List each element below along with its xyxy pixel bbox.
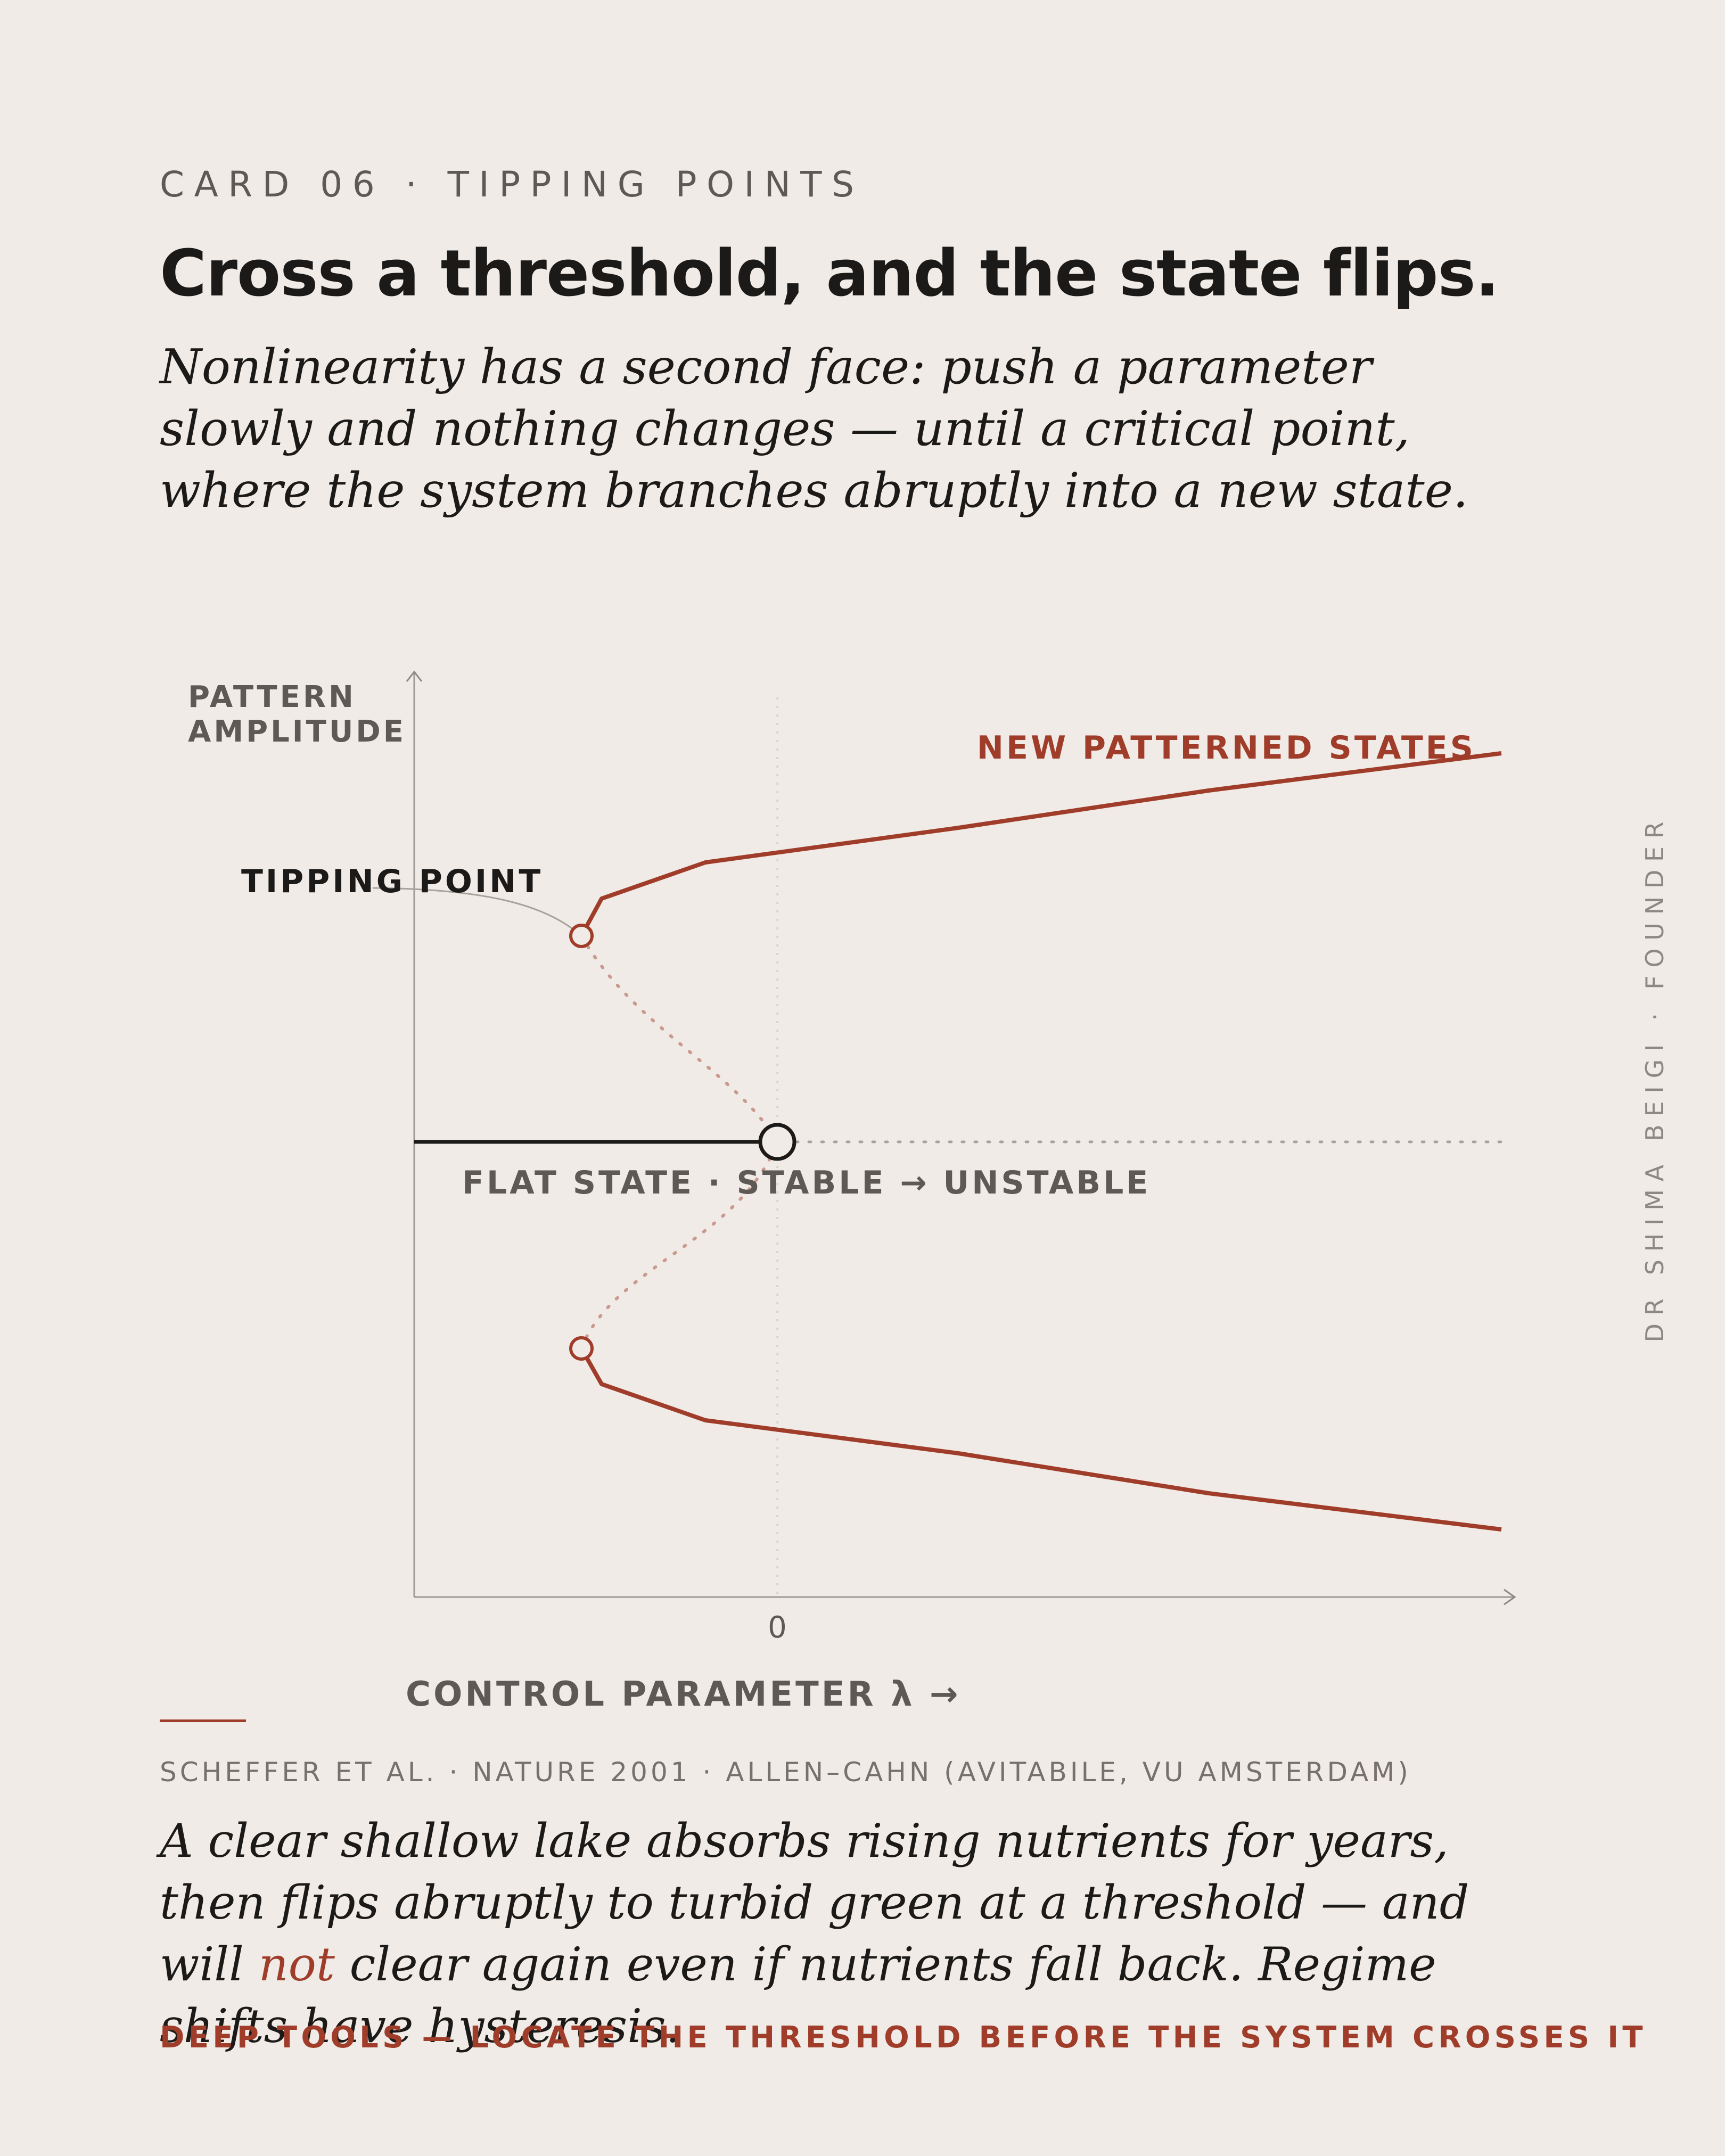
new-states-label: NEW PATTERNED STATES: [977, 729, 1476, 767]
patterned-branch-lower: [579, 1347, 1502, 1532]
caption: A clear shallow lake absorbs rising nutr…: [160, 1810, 1560, 2057]
author-credit: DR SHIMA BEIGI · FOUNDER: [1640, 813, 1669, 1343]
tipping-point-label: TIPPING POINT: [241, 863, 543, 900]
caption-text-2: clear again even if nutrients fall back.…: [160, 1937, 1436, 2053]
source-citation: SCHEFFER ET AL. · NATURE 2001 · ALLEN–CA…: [160, 1757, 1411, 1788]
tipping-point-leader: [372, 887, 582, 937]
caption-text-1: A clear shallow lake absorbs rising nutr…: [160, 1814, 1469, 1992]
flat-state-label: FLAT STATE · STABLE → UNSTABLE: [462, 1164, 1151, 1202]
patterned-branch-upper: [579, 751, 1502, 937]
accent-divider: [160, 1719, 246, 1722]
caption-highlight: not: [258, 1937, 335, 1992]
card-eyebrow: CARD 06 · TIPPING POINTS: [160, 164, 864, 205]
footer-tagline: DEEP TOOLS — LOCATE THE THRESHOLD BEFORE…: [160, 2020, 1647, 2055]
card-title: Cross a threshold, and the state flips.: [160, 237, 1499, 311]
x-axis-label: CONTROL PARAMETER λ →: [406, 1675, 960, 1714]
bifurcation-diagram: PATTERN AMPLITUDE NEW PATTERNED STATES T…: [188, 670, 1516, 1714]
y-axis-label-line1: PATTERN: [188, 680, 356, 714]
y-axis-label-line2: AMPLITUDE: [188, 714, 406, 749]
unstable-branch-upper: [580, 934, 779, 1143]
fold-point-upper-marker: [569, 924, 594, 948]
y-axis-arrowhead: [406, 670, 423, 682]
card-subtitle: Nonlinearity has a second face: push a p…: [160, 339, 1468, 519]
bifurcation-point-marker: [758, 1123, 796, 1161]
unstable-branch-lower: [580, 1140, 779, 1350]
fold-point-lower-marker: [569, 1336, 594, 1361]
x-axis-arrowhead: [1504, 1589, 1516, 1606]
x-tick-zero: 0: [768, 1610, 787, 1645]
